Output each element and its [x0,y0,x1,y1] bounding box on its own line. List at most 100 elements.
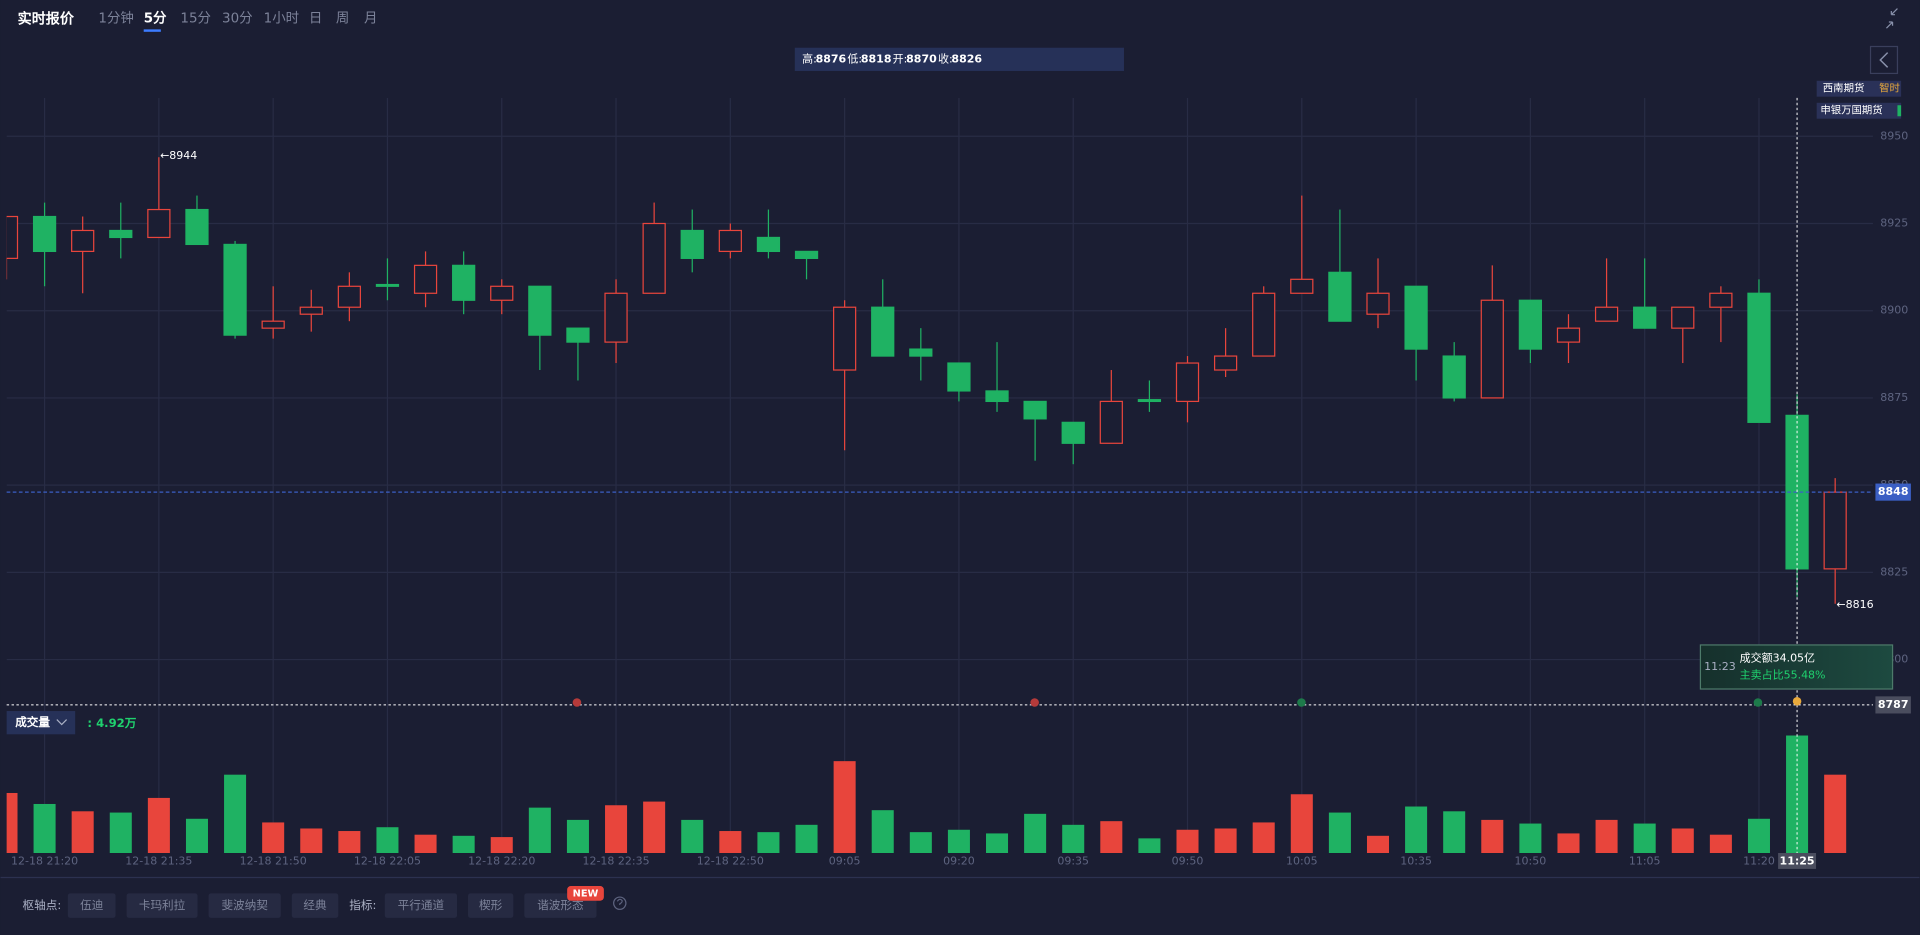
x-tick-label: 09:20 [943,855,975,868]
volume-bar [1290,794,1313,854]
volume-selector[interactable] [6,711,76,735]
y-tick-label: 8900 [1880,304,1908,317]
x-tick-label: 10:35 [1400,855,1432,868]
interval-tab[interactable]: 5分 [144,10,167,26]
low-annotation: ←8816 [1836,598,1873,611]
candle-body [109,229,133,239]
ohlc-label: 开: [893,52,908,65]
volume-bar [1176,829,1199,854]
candle-body [261,320,285,329]
candle-body [490,285,514,301]
toolbar-button-label[interactable]: 楔形 [479,898,503,912]
candle-body [947,362,971,392]
crosshair-price-label: 8787 [1878,698,1909,711]
tooltip-box [1699,644,1894,690]
collapse-button[interactable] [1869,45,1899,75]
candle-body [985,390,1009,403]
fullscreen-icon[interactable] [1886,8,1898,29]
help-icon[interactable] [613,896,627,910]
volume-bar [1062,824,1085,854]
volume-bar [909,832,932,854]
interval-tab[interactable]: 15分 [180,10,211,26]
ohlc-value: 8818 [861,52,892,65]
volume-bar [1671,828,1694,854]
volume-bar [1328,812,1351,854]
candle-body [566,327,590,343]
candle-body [452,264,476,301]
candle-body [147,208,171,239]
interval-tab[interactable]: 月 [364,11,377,26]
y-tick-label: 8925 [1880,216,1908,229]
toolbar-button-label[interactable]: 卡玛利拉 [139,898,186,912]
toolbar-button-label[interactable]: 谐波形态 [537,898,584,912]
broker-name: 申银万国期货 [1820,104,1882,117]
volume-bar [719,831,742,854]
volume-bar [947,829,970,854]
candle-body [1518,299,1543,350]
ohlc-header [794,47,1124,71]
candle-body [1633,306,1657,329]
crosshair-time-tag [1778,853,1817,869]
volume-bar [147,797,170,854]
toolbar-button[interactable] [468,893,514,918]
volume-bar [1557,833,1580,854]
crosshair-time-label: 11:25 [1780,855,1815,868]
interval-tab[interactable]: 日 [309,11,322,26]
volume-bar [681,819,704,854]
interval-tab[interactable]: 1小时 [264,10,299,26]
new-badge-label: NEW [573,888,599,899]
volume-bar [414,834,437,854]
volume-bar [1595,819,1618,854]
candle-body [1175,362,1200,403]
volume-bar [795,824,818,854]
ohlc-value: 8870 [906,52,937,65]
pivot-label: 枢轴点: [23,898,62,912]
volume-label: 成交量 [15,715,50,729]
x-tick-label: 12-18 21:20 [11,855,78,868]
candle-body [1404,285,1428,350]
candle-body [604,292,628,343]
x-tick-label: 09:05 [829,855,861,868]
interval-tab[interactable]: 周 [336,11,349,26]
candle-body [1747,292,1771,423]
candle-body [833,306,857,371]
candle-body [299,306,323,315]
interval-tab[interactable]: 1分钟 [98,9,133,26]
candle-body [413,264,438,294]
toolbar-button[interactable] [67,893,116,918]
toolbar-button[interactable] [126,893,198,918]
broker-tag [1816,80,1902,97]
candle-body [756,236,781,253]
y-tick-label: 8875 [1880,391,1908,404]
broker-status: 智时 [1879,82,1900,95]
volume-bar [1633,823,1656,854]
volume-bar [1747,818,1770,854]
toolbar-button-label[interactable]: 经典 [303,898,327,912]
volume-bar [833,761,856,854]
toolbar-button[interactable] [384,893,458,918]
candle-body [1290,278,1314,294]
signal-marker [1297,698,1306,707]
x-tick-label: 11:20 [1743,855,1775,868]
candle-body [1252,292,1276,357]
toolbar-button-label[interactable]: 平行通道 [398,898,445,912]
tooltip-ratio: 主卖占比55.48% [1740,668,1826,682]
signal-marker [1792,696,1802,706]
ohlc-value: 8826 [951,52,982,65]
candle-body [642,222,666,294]
new-badge [567,886,604,901]
volume-bar [1214,828,1237,854]
signal-marker [1030,698,1039,707]
x-tick-label: 12-18 22:20 [468,855,535,868]
active-tab-underline [143,29,161,32]
toolbar-button-label[interactable]: 斐波纳契 [221,898,268,912]
interval-tab[interactable]: 30分 [222,10,253,26]
toolbar-button-label[interactable]: 伍迪 [80,898,104,912]
candle-body [223,243,247,336]
candle-body [1442,355,1466,399]
toolbar-button[interactable] [208,893,281,918]
toolbar-button[interactable] [291,893,339,918]
